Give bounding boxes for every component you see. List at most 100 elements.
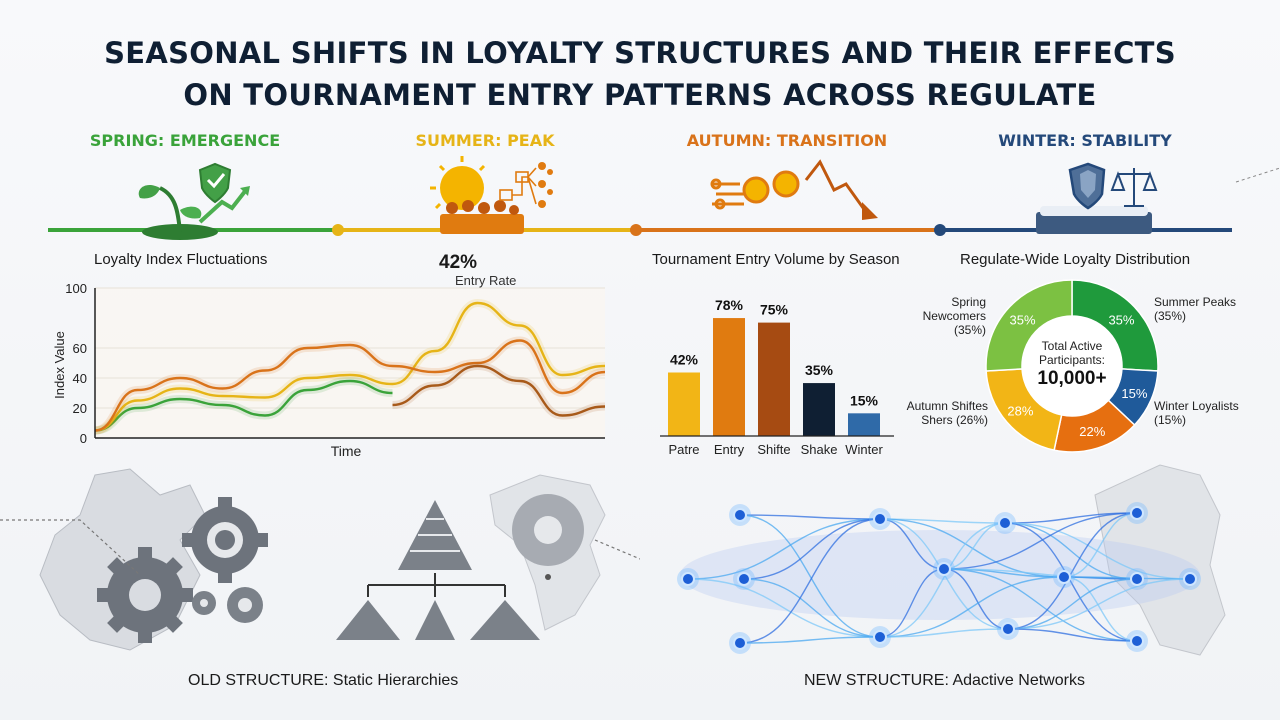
bar-category-label: Winter <box>845 442 883 457</box>
donut-center-label-2: Participants: <box>1039 353 1105 367</box>
network-edge <box>1063 576 1138 642</box>
line-chart-ytick: 20 <box>73 401 87 416</box>
bar-category-label: Shifte <box>757 442 790 457</box>
line-series-1 <box>94 379 393 432</box>
summer-stat-label: Entry Rate <box>455 273 517 288</box>
network-edge <box>1004 522 1138 642</box>
bar-shifte <box>758 322 790 436</box>
callout-winter-2: (15%) <box>1154 413 1186 427</box>
line-chart-ytick: 60 <box>73 341 87 356</box>
network-node <box>1130 506 1144 520</box>
line-chart-ytick: 100 <box>65 281 87 296</box>
donut-center-label-1: Total Active <box>1042 339 1103 353</box>
network-node <box>681 572 695 586</box>
network-node <box>733 636 747 650</box>
network-node <box>1001 622 1015 636</box>
season-label-autumn: AUTUMN: TRANSITION <box>686 131 888 150</box>
network-node <box>873 630 887 644</box>
page-title: SEASONAL SHIFTS IN LOYALTY STRUCTURES AN… <box>0 32 1280 116</box>
bar-value-label: 75% <box>760 302 789 318</box>
line-chart-ytick: 0 <box>80 431 87 446</box>
line-chart-ylabel: Index Value <box>52 331 67 399</box>
network-edge <box>943 512 1138 570</box>
loyalty-line-chart: 0 20 40 60 100 Index Value Time <box>52 281 606 459</box>
bar-value-label: 42% <box>670 351 699 367</box>
network-edge <box>943 568 1009 630</box>
line-series-2 <box>94 301 606 432</box>
season-label-summer: SUMMER: PEAK <box>415 131 555 150</box>
network-edge <box>739 636 881 644</box>
pyramid-hierarchy-icon <box>336 500 540 640</box>
title-line-2: ON TOURNAMENT ENTRY PATTERNS ACROSS REGU… <box>183 78 1097 112</box>
network-edge <box>739 514 881 638</box>
bar-value-label: 78% <box>715 297 744 313</box>
network-edge <box>943 568 1138 642</box>
bar-shake <box>803 383 835 436</box>
network-node <box>873 512 887 526</box>
callout-spring-2: Newcomers <box>923 309 986 323</box>
network-node <box>1130 634 1144 648</box>
summer-stat-value: 42% <box>439 252 478 273</box>
bar-entry <box>713 318 745 436</box>
network-edge <box>879 576 1065 638</box>
sun-declining-arrow-icon <box>710 159 878 220</box>
bar-patre <box>668 372 700 436</box>
shield-scales-icon <box>1036 162 1158 234</box>
network-node <box>937 562 951 576</box>
old-structure-label: OLD STRUCTURE: Static Hierarchies <box>188 672 459 689</box>
season-label-winter: WINTER: STABILITY <box>998 131 1172 150</box>
callout-summer-1: Summer Peaks <box>1154 295 1236 309</box>
donut-slice-label: 28% <box>1007 403 1033 418</box>
network-edge <box>739 518 881 644</box>
network-edge <box>739 514 881 520</box>
bar-winter <box>848 413 880 436</box>
sun-people-icon <box>430 156 553 234</box>
bar-category-label: Shake <box>801 442 838 457</box>
new-structure-label: NEW STRUCTURE: Adactive Networks <box>804 672 1085 689</box>
line-series-3 <box>94 339 606 432</box>
bar-value-label: 35% <box>805 362 834 378</box>
network-edge <box>879 518 1065 578</box>
line-chart-xlabel: Time <box>331 443 362 459</box>
network-nodes-icon <box>677 464 1226 656</box>
network-node <box>733 508 747 522</box>
old-structure-illustration <box>0 468 640 651</box>
title-line-1: SEASONAL SHIFTS IN LOYALTY STRUCTURES AN… <box>104 36 1176 70</box>
bar-chart-title: Tournament Entry Volume by Season <box>652 251 900 268</box>
bar-value-label: 15% <box>850 392 879 408</box>
line-chart-ytick: 40 <box>73 371 87 386</box>
season-label-spring: SPRING: EMERGENCE <box>89 131 281 150</box>
network-edge <box>879 518 945 570</box>
network-edge <box>879 522 1006 638</box>
network-node <box>1057 570 1071 584</box>
line-chart-title: Loyalty Index Fluctuations <box>94 251 268 268</box>
network-edge <box>1063 576 1191 580</box>
network-edge <box>1007 512 1138 630</box>
callout-autumn-1: Autumn Shiftes <box>907 399 988 413</box>
network-edge <box>1007 578 1138 630</box>
network-edge <box>743 578 881 638</box>
donut-slice-label: 22% <box>1079 424 1105 439</box>
entry-bar-chart: 42% Patre 78% Entry 75% Shifte 35% Shake 15% Wint… <box>660 297 894 457</box>
network-edge <box>1007 578 1191 630</box>
network-edge <box>1007 628 1138 642</box>
loyalty-donut-chart: Total Active Participants: 10,000+ 35% 15… <box>907 279 1239 453</box>
bar-category-label: Entry <box>714 442 745 457</box>
callout-winter-1: Winter Loyalists <box>1154 399 1239 413</box>
callout-spring-1: Spring <box>951 295 986 309</box>
season-timeline <box>48 156 1280 240</box>
donut-center-value: 10,000+ <box>1037 368 1106 389</box>
callout-spring-3: (35%) <box>954 323 986 337</box>
callout-summer-2: (35%) <box>1154 309 1186 323</box>
pie-chart-title: Regulate-Wide Loyalty Distribution <box>960 251 1191 268</box>
network-edge <box>1004 522 1138 580</box>
sprout-shield-icon <box>138 162 250 240</box>
network-node <box>998 516 1012 530</box>
bar-category-label: Patre <box>668 442 699 457</box>
donut-slice-label: 15% <box>1121 386 1147 401</box>
network-edge <box>687 518 881 580</box>
network-edge <box>879 568 945 638</box>
donut-slice-label: 35% <box>1010 312 1036 327</box>
network-edge <box>1063 512 1138 578</box>
donut-slice-label: 35% <box>1108 312 1134 327</box>
